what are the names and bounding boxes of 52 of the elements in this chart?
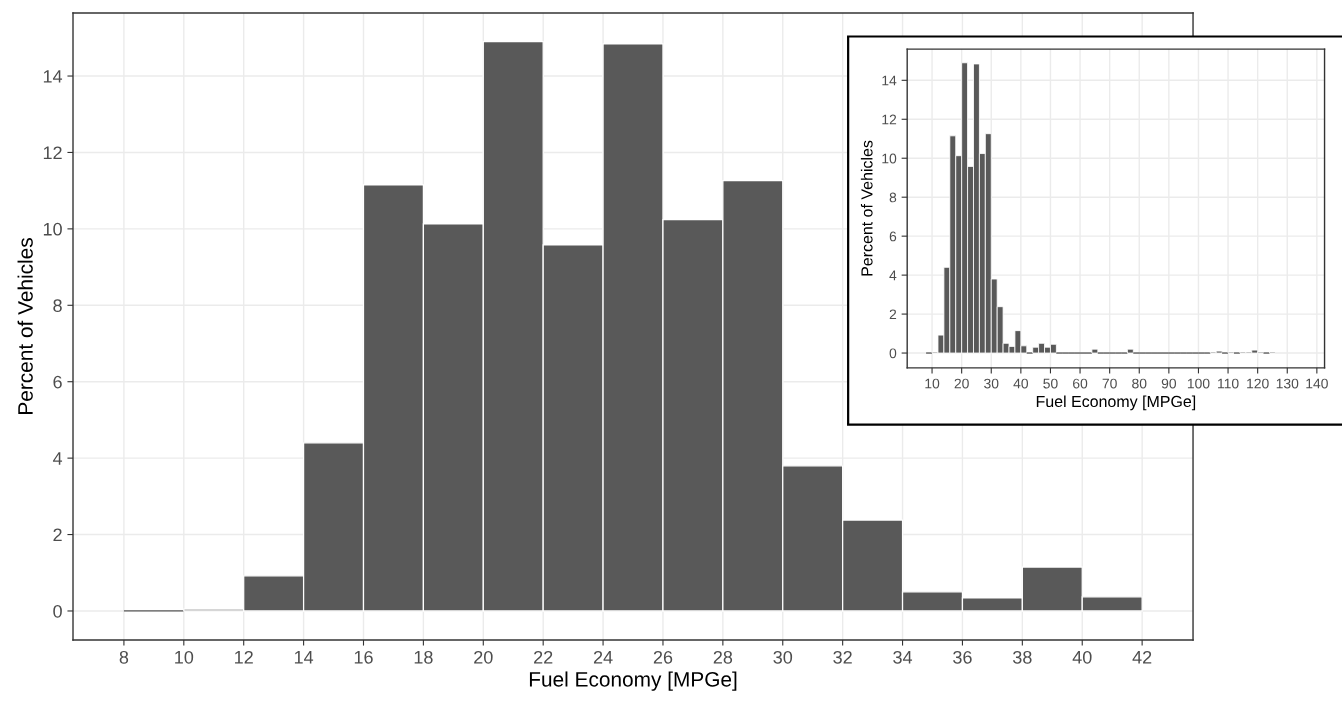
x-axis-title: Fuel Economy [MPGe] — [529, 671, 737, 691]
x-tick-label: 50 — [1043, 378, 1058, 389]
x-tick-label: 10 — [925, 378, 940, 389]
x-tick-label: 14 — [294, 651, 314, 664]
x-tick-label: 40 — [1013, 378, 1029, 389]
y-tick-label: 6 — [53, 375, 62, 389]
y-tick-label: 12 — [882, 114, 897, 125]
y-tick-label: 4 — [52, 452, 63, 465]
x-tick-label: 28 — [713, 650, 733, 664]
x-tick-label: 12 — [235, 650, 253, 664]
x-tick-label: 100 — [1187, 378, 1210, 389]
x-tick-label: 38 — [1012, 650, 1032, 664]
y-tick-label: 12 — [43, 146, 62, 159]
x-tick-label: 10 — [175, 650, 194, 664]
y-axis-title: Percent of Vehicles — [17, 238, 33, 414]
y-tick-label: 8 — [889, 192, 897, 203]
x-tick-label: 30 — [773, 650, 793, 664]
x-tick-label: 120 — [1247, 378, 1269, 389]
y-axis-title: Percent of Vehicles — [860, 140, 873, 276]
x-tick-label: 20 — [474, 650, 493, 664]
x-axis-title: Fuel Economy [MPGe] — [1036, 395, 1196, 411]
y-tick-label: 14 — [882, 75, 897, 86]
x-tick-label: 8 — [119, 650, 129, 664]
x-tick-label: 34 — [893, 650, 913, 664]
y-tick-label: 6 — [889, 231, 897, 242]
x-tick-label: 42 — [1132, 650, 1152, 664]
x-tick-label: 26 — [653, 650, 673, 664]
x-tick-label: 18 — [414, 650, 433, 664]
x-tick-label: 22 — [534, 650, 553, 664]
y-tick-label: 10 — [43, 222, 62, 236]
x-tick-label: 80 — [1132, 378, 1147, 389]
x-tick-label: 140 — [1306, 378, 1328, 389]
x-tick-label: 20 — [954, 378, 969, 389]
x-tick-label: 130 — [1276, 378, 1299, 389]
y-tick-label: 14 — [43, 70, 63, 83]
y-tick-label: 10 — [882, 153, 897, 164]
x-tick-label: 60 — [1073, 378, 1088, 389]
y-tick-label: 2 — [889, 309, 897, 320]
x-tick-label: 36 — [953, 650, 972, 664]
x-tick-label: 110 — [1218, 378, 1239, 389]
x-tick-label: 16 — [354, 650, 373, 664]
x-tick-label: 70 — [1102, 378, 1117, 389]
y-tick-label: 0 — [889, 348, 897, 359]
x-tick-label: 40 — [1072, 650, 1092, 664]
y-tick-label: 4 — [889, 270, 897, 281]
x-tick-label: 90 — [1161, 378, 1177, 389]
y-tick-label: 0 — [53, 604, 62, 618]
x-tick-label: 32 — [833, 650, 852, 664]
x-tick-label: 30 — [984, 378, 999, 389]
x-tick-label: 24 — [593, 650, 613, 664]
y-tick-label: 8 — [53, 299, 62, 313]
y-tick-label: 2 — [53, 528, 62, 542]
